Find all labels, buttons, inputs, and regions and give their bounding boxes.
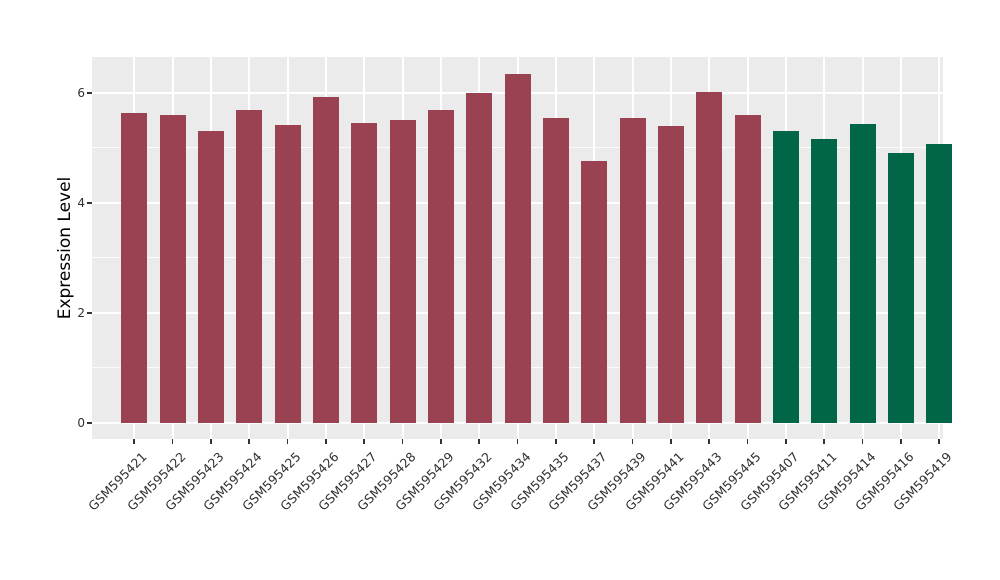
x-tick-mark (478, 439, 480, 444)
x-tick-mark (171, 439, 174, 444)
bar-GSM595424 (236, 110, 263, 424)
x-tick-mark (785, 439, 787, 444)
x-tick-mark (401, 439, 404, 444)
bar-GSM595411 (811, 139, 838, 424)
plot-panel (92, 57, 953, 439)
y-tick-label: 0 (77, 416, 85, 431)
bar-GSM595428 (389, 119, 416, 424)
y-tick-label: 6 (77, 85, 85, 100)
x-tick-mark (363, 439, 365, 444)
bar-GSM595435 (542, 118, 569, 424)
bar-GSM595421 (121, 113, 148, 424)
bar-GSM595427 (351, 123, 378, 424)
y-tick-mark (87, 312, 92, 314)
bar-GSM595419 (926, 143, 953, 424)
x-tick-mark (823, 439, 825, 444)
bar-GSM595416 (887, 152, 914, 424)
x-tick-mark (516, 439, 519, 444)
bar-GSM595426 (312, 96, 339, 424)
x-tick-mark (861, 439, 864, 444)
bar-GSM595432 (466, 92, 493, 424)
bar-GSM595414 (849, 124, 876, 424)
bar-GSM595429 (427, 109, 454, 424)
x-tick-mark (746, 439, 749, 444)
bar-GSM595441 (657, 125, 684, 424)
x-tick-mark (286, 439, 289, 444)
bar-GSM595443 (696, 92, 723, 424)
bar-GSM595437 (581, 161, 608, 424)
x-tick-mark (938, 439, 940, 444)
x-tick-mark (708, 439, 710, 444)
bar-GSM595422 (159, 114, 186, 424)
y-tick-label: 2 (77, 305, 85, 320)
y-tick-label: 4 (77, 195, 85, 210)
bar-GSM595439 (619, 117, 646, 424)
bar-GSM595425 (274, 124, 301, 424)
x-tick-mark (900, 439, 902, 444)
bar-GSM595407 (772, 131, 799, 424)
y-tick-mark (87, 202, 92, 204)
x-tick-mark (325, 439, 327, 444)
x-tick-mark (248, 439, 250, 444)
x-tick-mark (440, 439, 442, 444)
bar-GSM595445 (734, 114, 761, 424)
bar-GSM595423 (197, 130, 224, 424)
x-tick-mark (593, 439, 595, 444)
x-tick-mark (555, 439, 557, 444)
x-tick-mark (670, 439, 672, 444)
x-tick-mark (210, 439, 212, 444)
y-tick-mark (87, 92, 92, 94)
bar-GSM595434 (504, 73, 531, 424)
y-tick-mark (87, 422, 92, 424)
x-tick-mark (133, 439, 135, 444)
x-tick-mark (631, 439, 634, 444)
